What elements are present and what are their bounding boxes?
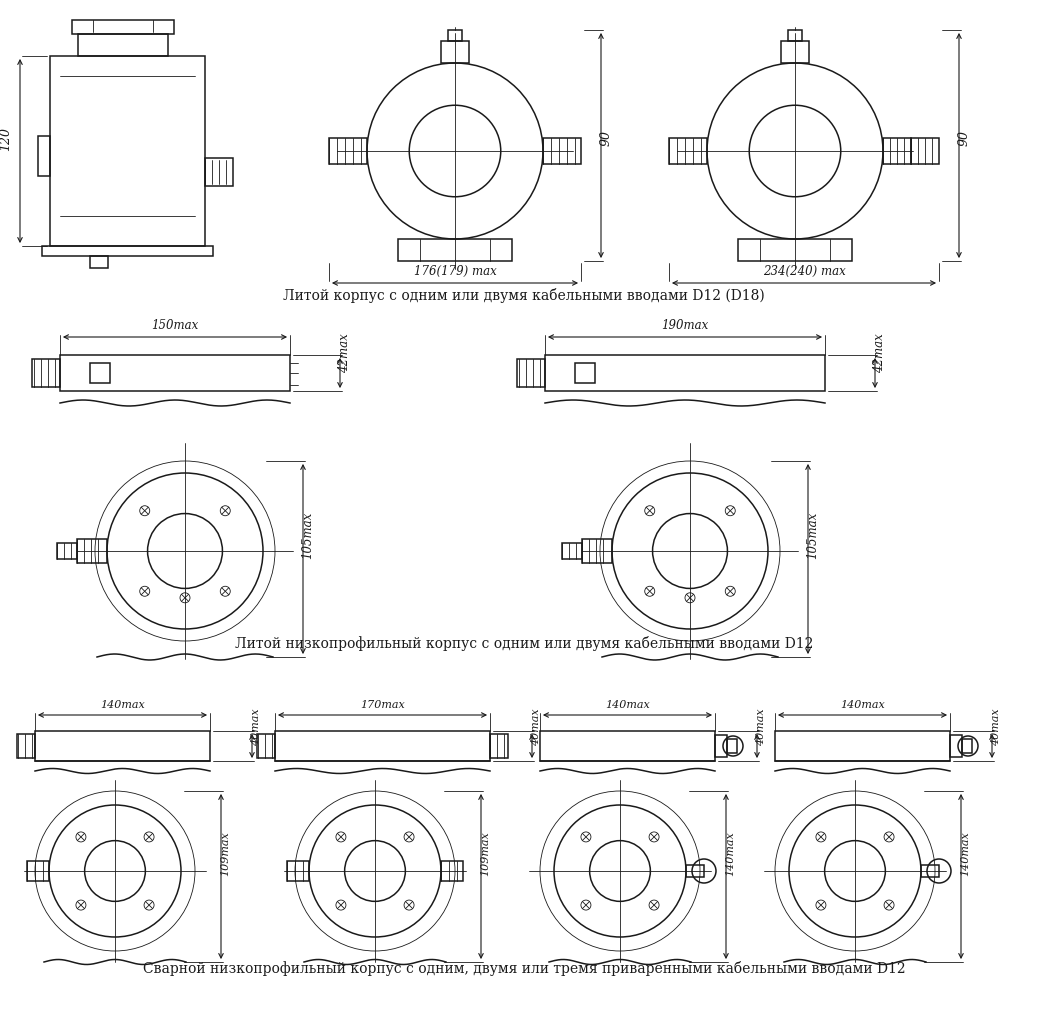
- Bar: [545, 355, 825, 391]
- Bar: [715, 735, 727, 757]
- Bar: [275, 731, 490, 761]
- Bar: [490, 734, 508, 758]
- Bar: [90, 363, 110, 383]
- Bar: [329, 139, 367, 164]
- Text: 40max: 40max: [991, 708, 1001, 746]
- Bar: [781, 41, 809, 63]
- Bar: [686, 865, 704, 877]
- Text: 90: 90: [599, 129, 612, 146]
- Text: 90: 90: [958, 129, 970, 146]
- Text: Литой низкопрофильный корпус с одним или двумя кабельными вводами D12: Литой низкопрофильный корпус с одним или…: [235, 636, 813, 652]
- Bar: [543, 139, 581, 164]
- Text: 140max: 140max: [960, 832, 970, 876]
- Text: 140max: 140max: [725, 832, 735, 876]
- Bar: [72, 19, 174, 34]
- Text: 140max: 140max: [101, 700, 145, 710]
- Bar: [921, 865, 939, 877]
- Bar: [517, 359, 545, 387]
- Bar: [257, 734, 275, 758]
- Text: 140max: 140max: [840, 700, 885, 710]
- Bar: [205, 158, 233, 186]
- Bar: [441, 861, 463, 881]
- Bar: [582, 539, 612, 563]
- Bar: [962, 739, 971, 753]
- Bar: [42, 246, 213, 256]
- Bar: [27, 861, 49, 881]
- Text: 40max: 40max: [531, 708, 541, 746]
- Bar: [60, 355, 290, 391]
- Text: 42max: 42max: [339, 333, 351, 373]
- Text: Литой корпус с одним или двумя кабельными вводами D12 (D18): Литой корпус с одним или двумя кабельным…: [283, 288, 765, 303]
- Bar: [287, 861, 309, 881]
- Text: 109max: 109max: [480, 832, 490, 876]
- Text: 170max: 170max: [361, 700, 405, 710]
- Text: 105max: 105max: [807, 512, 820, 559]
- Bar: [883, 139, 911, 164]
- Bar: [50, 56, 205, 246]
- Bar: [447, 30, 462, 41]
- Text: 234(240) max: 234(240) max: [763, 265, 846, 278]
- Bar: [38, 136, 50, 176]
- Bar: [32, 359, 60, 387]
- Bar: [77, 539, 107, 563]
- Bar: [738, 239, 852, 261]
- Text: 190max: 190max: [661, 319, 708, 332]
- Bar: [911, 139, 939, 164]
- Bar: [35, 731, 210, 761]
- Text: 105max: 105max: [302, 512, 314, 559]
- Bar: [78, 34, 168, 56]
- Text: 109max: 109max: [220, 832, 230, 876]
- Text: 150max: 150max: [151, 319, 199, 332]
- Bar: [788, 30, 802, 41]
- Text: Сварной низкопрофильный корпус с одним, двумя или тремя приваренными кабельными : Сварной низкопрофильный корпус с одним, …: [143, 961, 905, 976]
- Text: 140max: 140max: [605, 700, 650, 710]
- Bar: [575, 363, 595, 383]
- Bar: [727, 739, 737, 753]
- Bar: [669, 139, 707, 164]
- Bar: [776, 731, 949, 761]
- Text: 120: 120: [0, 127, 13, 151]
- Bar: [540, 731, 715, 761]
- Text: 176(179) max: 176(179) max: [414, 265, 497, 278]
- Text: 40max: 40max: [756, 708, 766, 746]
- Bar: [441, 41, 470, 63]
- Bar: [398, 239, 512, 261]
- Bar: [17, 734, 35, 758]
- Bar: [57, 543, 77, 559]
- Bar: [949, 735, 962, 757]
- Text: 40max: 40max: [252, 708, 261, 746]
- Bar: [90, 256, 108, 268]
- Bar: [562, 543, 582, 559]
- Text: 42max: 42max: [873, 333, 887, 373]
